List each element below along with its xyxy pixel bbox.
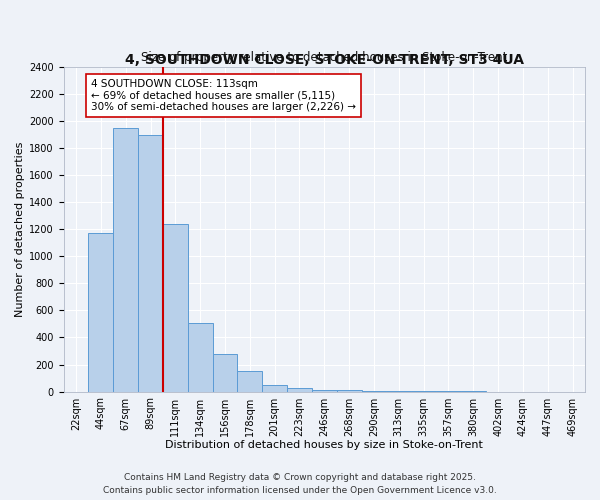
Bar	[163, 224, 188, 392]
X-axis label: Distribution of detached houses by size in Stoke-on-Trent: Distribution of detached houses by size …	[166, 440, 483, 450]
Bar	[138, 134, 163, 392]
Text: Contains HM Land Registry data © Crown copyright and database right 2025.
Contai: Contains HM Land Registry data © Crown c…	[103, 474, 497, 495]
Title: 4, SOUTHDOWN CLOSE, STOKE-ON-TRENT, ST3 4UA: 4, SOUTHDOWN CLOSE, STOKE-ON-TRENT, ST3 …	[125, 53, 524, 67]
Bar	[287, 388, 312, 392]
Bar	[212, 354, 238, 392]
Bar	[88, 234, 113, 392]
Bar	[312, 390, 337, 392]
Bar	[113, 128, 138, 392]
Y-axis label: Number of detached properties: Number of detached properties	[15, 142, 25, 317]
Bar	[262, 385, 287, 392]
Text: Size of property relative to detached houses in Stoke-on-Trent: Size of property relative to detached ho…	[141, 50, 508, 64]
Bar	[238, 370, 262, 392]
Bar	[337, 390, 362, 392]
Bar	[188, 322, 212, 392]
Bar	[362, 391, 386, 392]
Text: 4 SOUTHDOWN CLOSE: 113sqm
← 69% of detached houses are smaller (5,115)
30% of se: 4 SOUTHDOWN CLOSE: 113sqm ← 69% of detac…	[91, 79, 356, 112]
